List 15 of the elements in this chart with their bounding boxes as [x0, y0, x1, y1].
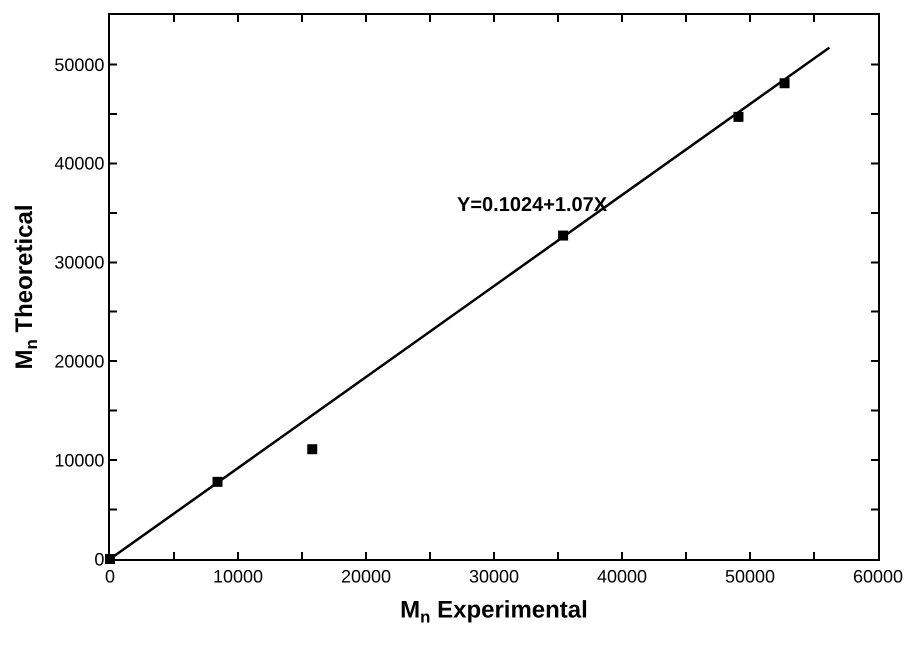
- x-tick-label: 50000: [724, 566, 776, 587]
- x-tick-label: 40000: [596, 566, 648, 587]
- x-tick-label: 60000: [852, 566, 904, 587]
- annotation: Y=0.1024+1.07X: [457, 194, 608, 216]
- y-tick-label: 50000: [54, 54, 104, 75]
- y-tick-label: 40000: [54, 154, 104, 174]
- x-tick-label: 20000: [340, 566, 392, 587]
- y-tick-label: 10000: [54, 450, 104, 470]
- x-axis-title: M$_{n}$ Experimental: [400, 596, 588, 626]
- y-tick-label: 20000: [54, 351, 104, 372]
- x-tick-label: 10000: [212, 566, 264, 587]
- x-tick-label: 30000: [468, 566, 520, 587]
- point: [307, 444, 318, 454]
- y-tick-label: 0: [94, 549, 104, 570]
- y-tick-label: 30000: [54, 252, 104, 273]
